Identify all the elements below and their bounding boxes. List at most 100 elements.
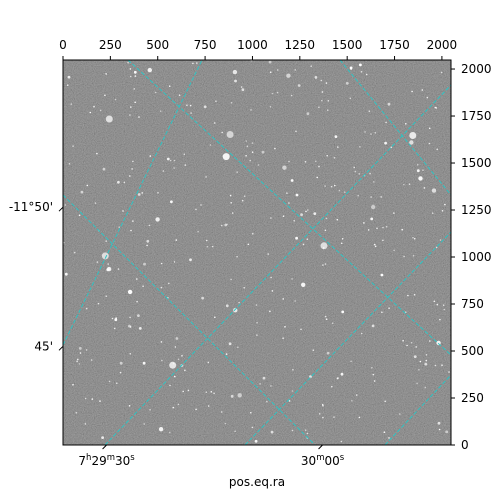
star: [372, 373, 375, 376]
star: [276, 69, 279, 71]
star: [288, 202, 290, 204]
star: [128, 405, 131, 407]
star: [274, 147, 276, 150]
star: [431, 212, 434, 214]
star: [290, 179, 294, 182]
star: [237, 393, 242, 398]
star: [137, 193, 141, 196]
star: [399, 413, 401, 415]
star: [168, 282, 170, 285]
star: [408, 183, 411, 185]
star: [236, 255, 238, 258]
star: [271, 290, 274, 292]
star: [429, 340, 431, 342]
star: [230, 394, 234, 398]
star: [195, 408, 197, 411]
star: [169, 159, 172, 162]
star: [291, 278, 293, 280]
star: [276, 91, 279, 94]
star: [435, 246, 438, 249]
star: [123, 181, 126, 184]
star: [257, 164, 260, 166]
right-tick-label: 1000: [461, 250, 492, 264]
star: [448, 371, 450, 373]
star: [96, 261, 99, 263]
star: [292, 369, 294, 371]
star: [91, 398, 94, 400]
star: [114, 318, 118, 322]
star: [320, 242, 328, 250]
right-tick-label: 500: [461, 344, 484, 358]
star: [351, 400, 353, 402]
star: [181, 355, 183, 357]
star: [113, 327, 116, 330]
star: [286, 73, 291, 78]
star: [360, 71, 363, 73]
star: [440, 71, 443, 74]
star: [172, 362, 175, 365]
star: [86, 184, 89, 187]
star: [442, 304, 445, 307]
star: [175, 239, 178, 241]
star: [254, 439, 258, 443]
star: [310, 65, 313, 67]
star: [359, 146, 361, 148]
star: [418, 176, 423, 181]
star: [73, 251, 76, 254]
grid-line: [244, 231, 451, 445]
star: [243, 287, 245, 289]
star: [157, 192, 159, 194]
star: [108, 380, 111, 383]
star: [324, 263, 327, 265]
grid-line: [104, 84, 451, 445]
star: [409, 132, 417, 139]
star: [416, 163, 419, 166]
star: [215, 100, 217, 102]
star: [225, 353, 228, 355]
star: [211, 245, 214, 248]
star: [316, 176, 319, 179]
star: [105, 73, 107, 75]
star: [117, 268, 120, 270]
star: [129, 326, 132, 328]
star: [256, 334, 258, 336]
star: [252, 233, 254, 235]
star: [169, 361, 177, 369]
star: [382, 226, 384, 229]
star: [294, 69, 297, 71]
star: [340, 372, 344, 376]
star: [369, 172, 371, 175]
star: [114, 98, 117, 101]
star: [368, 110, 371, 112]
star: [119, 371, 122, 374]
star: [142, 361, 146, 365]
star: [388, 307, 390, 310]
star: [78, 214, 81, 217]
star: [155, 217, 160, 222]
star: [438, 428, 441, 431]
star: [85, 307, 88, 310]
star: [141, 192, 143, 194]
star: [206, 239, 208, 242]
bottom-tick: [318, 444, 323, 450]
star: [119, 361, 123, 365]
star: [383, 431, 386, 434]
star: [68, 163, 71, 165]
star: [358, 173, 361, 175]
star: [288, 400, 291, 402]
star: [359, 63, 362, 67]
star: [321, 99, 323, 102]
right-tick-label: 1750: [461, 109, 492, 123]
star: [370, 133, 372, 135]
star: [334, 135, 338, 139]
star: [174, 346, 177, 348]
left-tick: [58, 206, 64, 212]
star: [94, 202, 97, 204]
grid-line: [63, 194, 316, 445]
star: [111, 317, 114, 320]
star: [345, 81, 349, 85]
star: [370, 196, 372, 198]
star: [270, 385, 272, 387]
star: [226, 223, 228, 226]
star: [354, 170, 357, 173]
